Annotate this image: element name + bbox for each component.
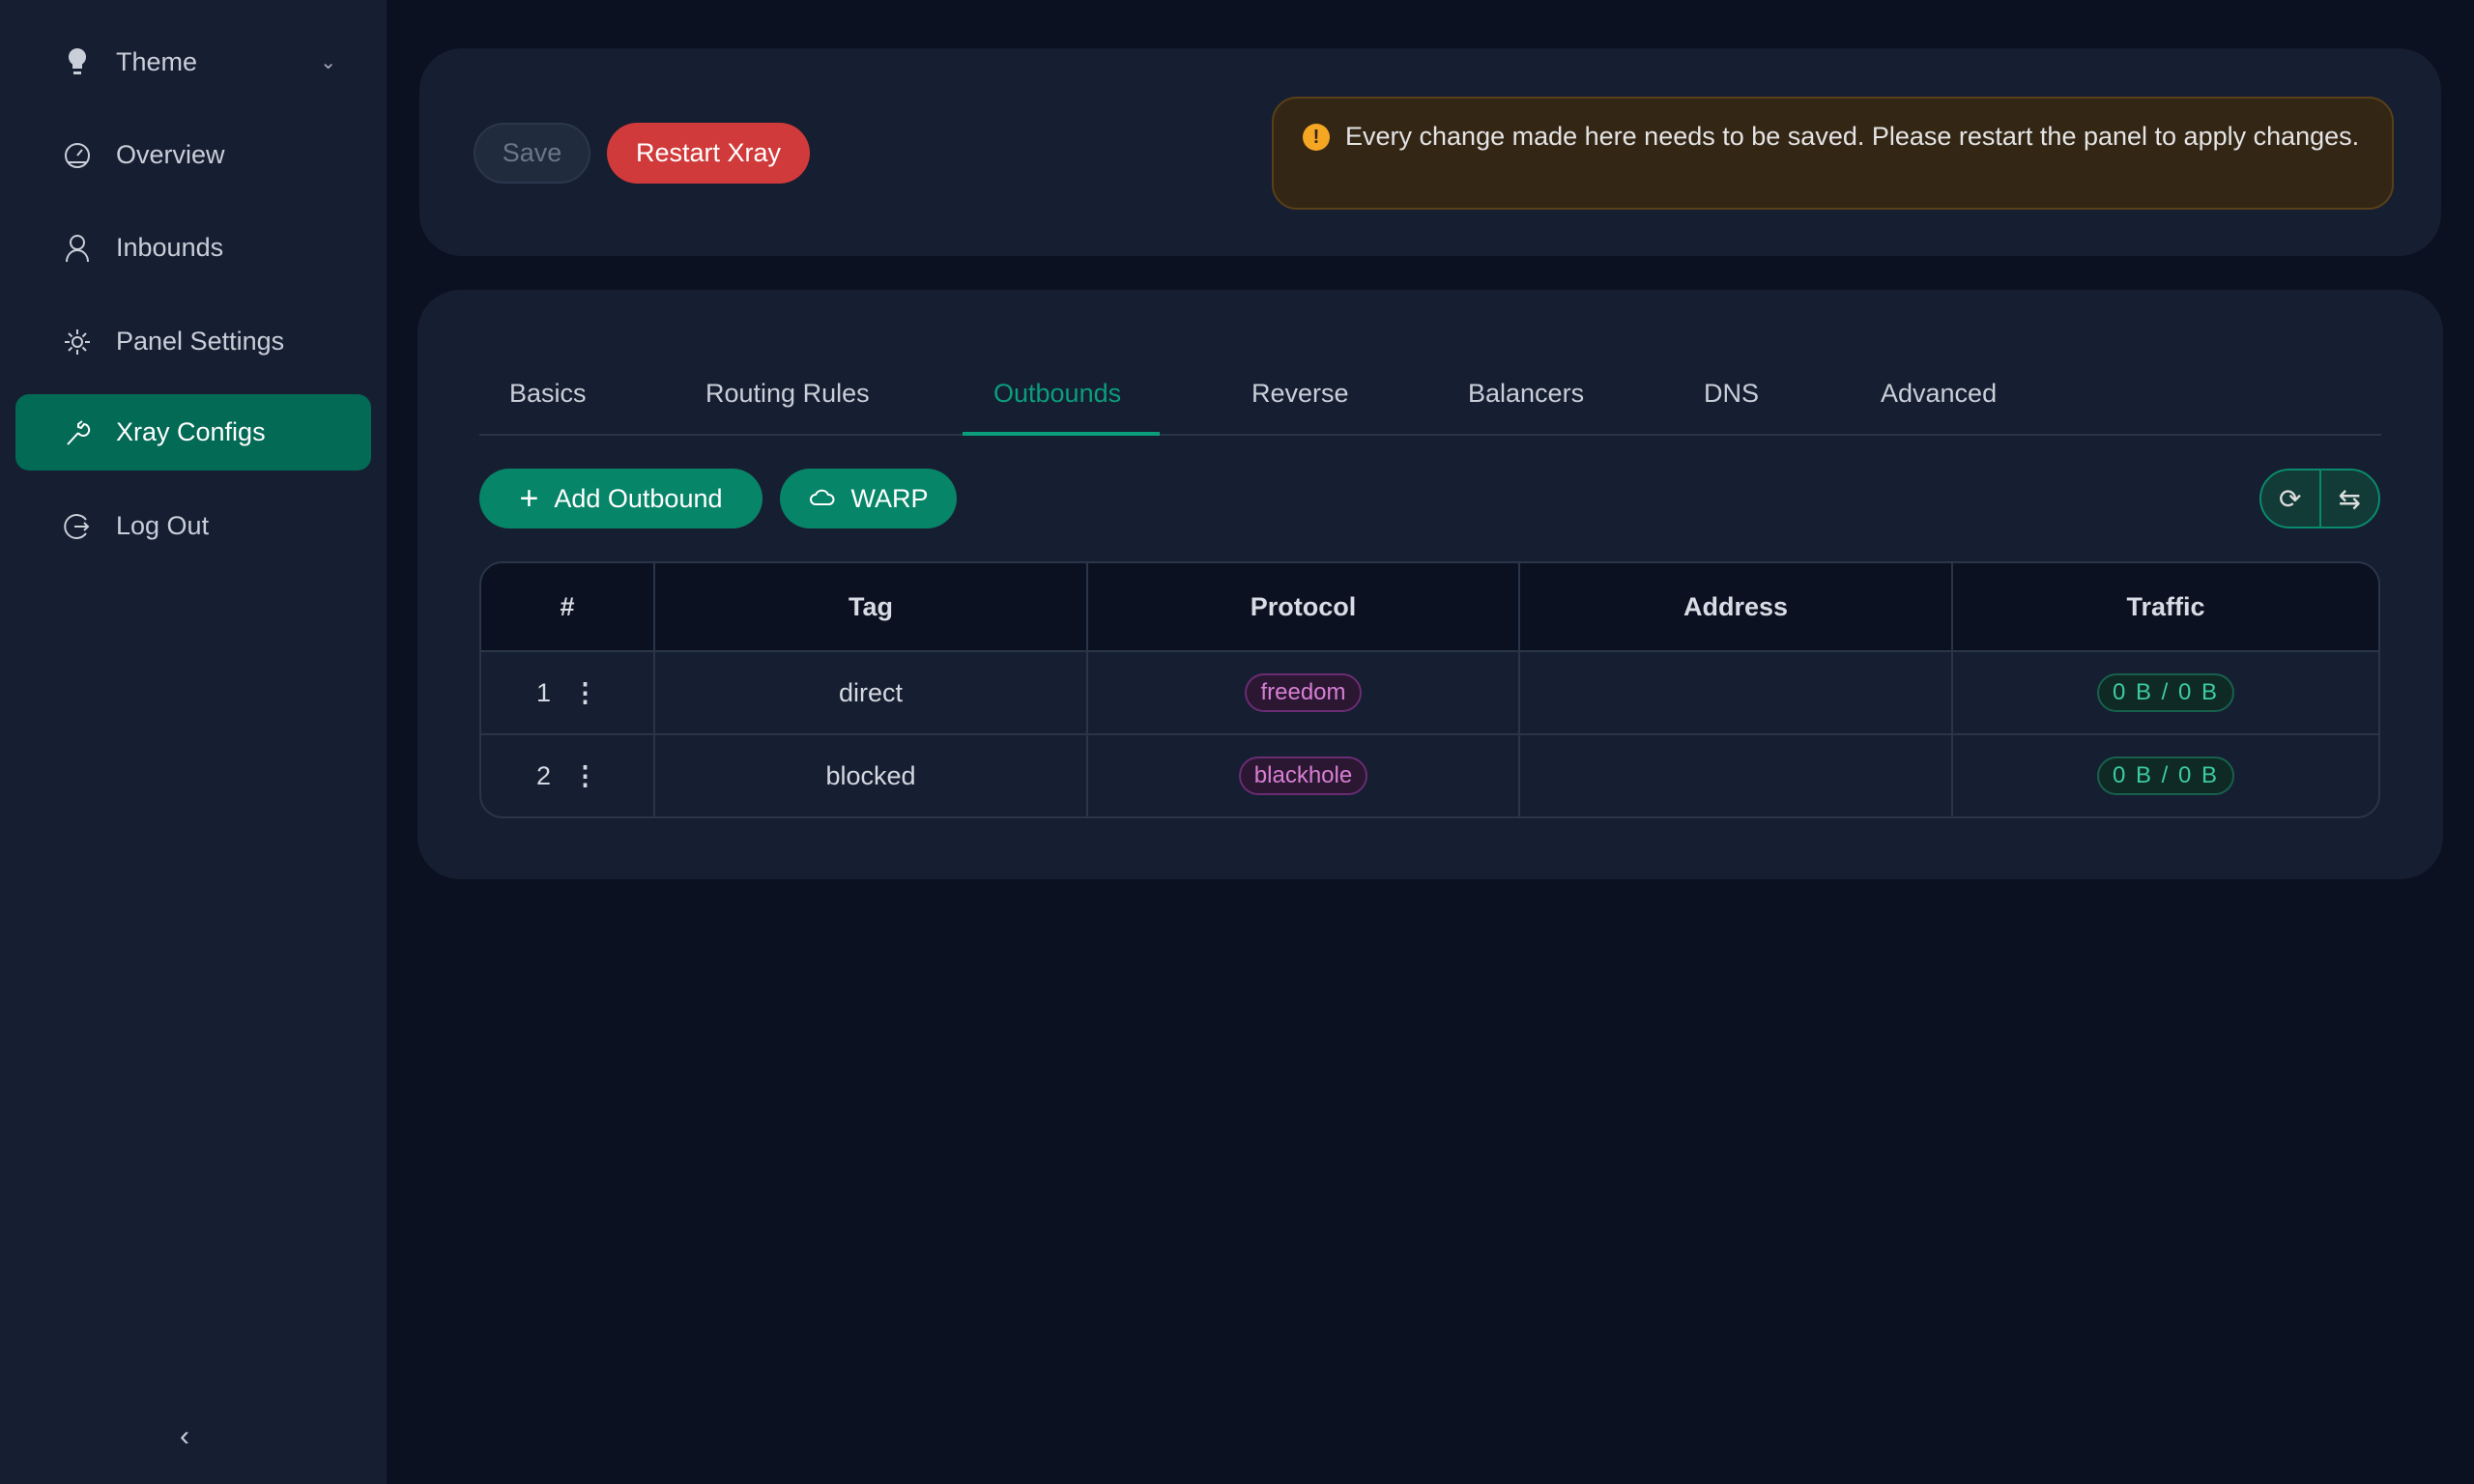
column-header-index: #	[481, 563, 653, 650]
tab-reverse[interactable]: Reverse	[1251, 379, 1349, 408]
sidebar-item-label: Overview	[116, 140, 225, 169]
cloud-icon	[809, 484, 836, 514]
add-outbound-button[interactable]: + Add Outbound	[479, 469, 762, 528]
row-index: 2	[535, 760, 552, 790]
sidebar-item-label: Xray Configs	[116, 417, 266, 446]
tab-advanced[interactable]: Advanced	[1881, 379, 1998, 408]
tab-bar: Basics Routing Rules Outbounds Reverse B…	[479, 367, 2381, 436]
add-outbound-label: Add Outbound	[554, 483, 723, 513]
wrench-icon	[60, 418, 95, 447]
column-header-traffic: Traffic	[1951, 563, 2378, 650]
outbounds-table: # Tag Protocol Address Traffic 1 ⋮ direct…	[479, 561, 2380, 818]
tab-outbounds[interactable]: Outbounds	[993, 379, 1122, 408]
sidebar-item-label: Theme	[116, 47, 198, 76]
dashboard-icon	[60, 141, 95, 170]
row-tag: blocked	[653, 733, 1086, 816]
sidebar: Theme ⌄ Overview Inbounds Panel Settings…	[0, 0, 387, 1484]
swap-icon[interactable]: ⇆	[2338, 483, 2361, 514]
restart-xray-button[interactable]: Restart Xray	[607, 123, 810, 184]
active-tab-indicator	[963, 432, 1160, 436]
sidebar-item-panel-settings[interactable]: Panel Settings	[15, 303, 371, 380]
tab-routing-rules[interactable]: Routing Rules	[705, 379, 870, 408]
row-index: 1	[535, 677, 552, 707]
warning-alert: ! Every change made here needs to be sav…	[1272, 97, 2394, 210]
tab-dns[interactable]: DNS	[1704, 379, 1760, 408]
warning-icon: !	[1303, 124, 1330, 151]
sidebar-item-theme[interactable]: Theme ⌄	[15, 24, 371, 100]
chevron-down-icon[interactable]: ⌄	[320, 52, 336, 73]
more-menu-icon[interactable]: ⋮	[572, 677, 599, 707]
save-button[interactable]: Save	[474, 123, 590, 184]
gear-icon	[60, 328, 95, 357]
table-row: 2 ⋮ blocked blackhole 0 B / 0 B	[481, 733, 2378, 816]
sidebar-item-label: Inbounds	[116, 233, 224, 262]
row-tag: direct	[653, 650, 1086, 733]
table-row: 1 ⋮ direct freedom 0 B / 0 B	[481, 650, 2378, 733]
sidebar-item-xray-configs[interactable]: Xray Configs	[15, 394, 371, 471]
traffic-badge: 0 B / 0 B	[2096, 673, 2235, 712]
collapse-sidebar-icon[interactable]: ‹	[180, 1420, 189, 1452]
table-actions-group: ⟳ ⇆	[2259, 469, 2380, 528]
plus-icon: +	[519, 479, 539, 517]
tab-balancers[interactable]: Balancers	[1468, 379, 1585, 408]
column-header-address: Address	[1518, 563, 1951, 650]
sidebar-item-inbounds[interactable]: Inbounds	[15, 210, 371, 286]
protocol-badge: freedom	[1245, 673, 1362, 712]
refresh-icon[interactable]: ⟳	[2261, 471, 2321, 527]
more-menu-icon[interactable]: ⋮	[572, 760, 599, 790]
tab-basics[interactable]: Basics	[509, 379, 587, 408]
sidebar-item-label: Log Out	[116, 511, 210, 540]
protocol-badge: blackhole	[1238, 756, 1368, 795]
row-address	[1518, 650, 1951, 733]
column-header-protocol: Protocol	[1086, 563, 1518, 650]
warp-button[interactable]: WARP	[780, 469, 957, 528]
traffic-badge: 0 B / 0 B	[2096, 756, 2235, 795]
bulb-icon	[60, 47, 95, 78]
alert-text: Every change made here needs to be saved…	[1345, 122, 2360, 151]
row-address	[1518, 733, 1951, 816]
sidebar-item-overview[interactable]: Overview	[15, 117, 371, 193]
sidebar-item-log-out[interactable]: Log Out	[15, 488, 371, 564]
column-header-tag: Tag	[653, 563, 1086, 650]
sidebar-item-label: Panel Settings	[116, 327, 285, 356]
warp-label: WARP	[850, 483, 929, 513]
logout-icon	[60, 512, 95, 541]
user-icon	[60, 234, 95, 263]
